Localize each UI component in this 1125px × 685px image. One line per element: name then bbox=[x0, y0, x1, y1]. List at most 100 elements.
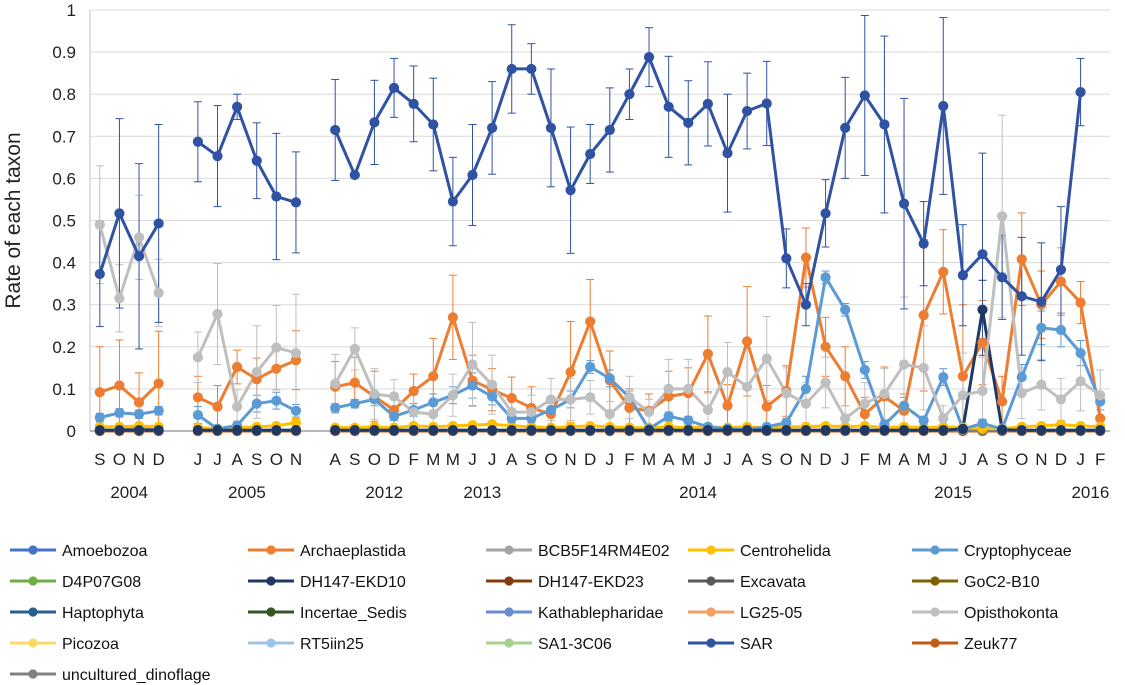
x-tick-label: J bbox=[704, 450, 713, 469]
opisthokonta-point bbox=[585, 392, 596, 403]
opisthokonta-point bbox=[153, 287, 164, 299]
legend-label: Incertae_Sedis bbox=[300, 605, 407, 622]
x-tick-label: N bbox=[133, 450, 145, 469]
y-axis-label: Rate of each taxon bbox=[2, 132, 25, 308]
year-label: 2015 bbox=[934, 483, 972, 502]
x-tick-label: O bbox=[368, 450, 381, 469]
dh147-ekd10-point bbox=[761, 425, 772, 436]
opisthokonta-point bbox=[506, 406, 517, 418]
dh147-ekd10-point bbox=[467, 425, 478, 436]
sar-point bbox=[251, 155, 262, 166]
year-label: 2013 bbox=[463, 483, 501, 502]
dh147-ekd10-point bbox=[1055, 425, 1067, 436]
cryptophyceae-point bbox=[977, 418, 988, 429]
legend-item-kathablepharidae: Kathablepharidae bbox=[486, 605, 664, 622]
x-tick-label: M bbox=[446, 450, 460, 469]
opisthokonta-point bbox=[408, 406, 419, 418]
opisthokonta-point bbox=[1016, 388, 1027, 399]
series-markers bbox=[94, 52, 1106, 437]
legend-item-amoebozoa: Amoebozoa bbox=[10, 543, 147, 560]
archaeplastida-point bbox=[624, 402, 635, 413]
legend-swatch-marker bbox=[930, 545, 940, 555]
x-tick-label: F bbox=[1095, 450, 1105, 469]
sar-point bbox=[643, 52, 655, 63]
sar-point bbox=[742, 105, 753, 117]
x-tick-label: D bbox=[388, 450, 400, 469]
legend-swatch-marker bbox=[504, 607, 514, 617]
y-tick-labels: 0 0.1 0.2 0.3 0.4 0.5 0.6 0.7 0.8 0.9 1 bbox=[52, 1, 76, 441]
dh147-ekd10-point bbox=[545, 425, 557, 436]
archaeplastida-point bbox=[761, 401, 772, 412]
dh147-ekd10-point bbox=[428, 425, 439, 436]
legend-item-centrohelida: Centrohelida bbox=[688, 543, 831, 560]
legend-swatch-marker bbox=[504, 576, 514, 586]
opisthokonta-point bbox=[330, 378, 341, 389]
archaeplastida-point bbox=[428, 371, 439, 382]
legend-swatch-marker bbox=[28, 669, 38, 679]
legend-swatch-marker bbox=[266, 607, 276, 617]
x-tick-label: A bbox=[330, 450, 342, 469]
y-tick-label: 0.5 bbox=[52, 212, 76, 231]
y-tick-label: 0 bbox=[67, 422, 76, 441]
dh147-ekd10-point bbox=[859, 425, 870, 436]
dh147-ekd10-point bbox=[800, 425, 812, 436]
opisthokonta-point bbox=[820, 377, 831, 388]
dh147-ekd10-point bbox=[388, 425, 400, 436]
sar-point bbox=[1075, 86, 1086, 98]
sar-point bbox=[271, 191, 282, 202]
opisthokonta-point bbox=[1036, 379, 1047, 390]
dh147-ekd10-point bbox=[369, 425, 380, 436]
legend-label: GoC2-B10 bbox=[964, 574, 1040, 591]
sar-point bbox=[1055, 264, 1067, 275]
legend-swatch-marker bbox=[706, 607, 716, 617]
legend-item-archaeplastida: Archaeplastida bbox=[248, 543, 406, 560]
cryptophyceae-point bbox=[251, 398, 262, 409]
archaeplastida-point bbox=[702, 348, 713, 360]
dh147-ekd10-point bbox=[133, 425, 145, 436]
y-tick-label: 0.8 bbox=[52, 85, 76, 104]
sar-point bbox=[153, 218, 164, 229]
sar-point bbox=[467, 169, 478, 181]
y-tick-label: 0.3 bbox=[52, 296, 76, 315]
dh147-ekd10-point bbox=[1036, 425, 1047, 436]
archaeplastida-point bbox=[232, 361, 243, 373]
dh147-ekd10-point bbox=[1095, 425, 1106, 436]
dh147-ekd10-point bbox=[153, 425, 164, 436]
x-tick-label: J bbox=[959, 450, 968, 469]
x-tick-label: J bbox=[841, 450, 850, 469]
dh147-ekd10-point bbox=[604, 425, 615, 436]
sar-point bbox=[663, 101, 674, 112]
dh147-ekd10-point bbox=[447, 425, 458, 436]
cryptophyceae-point bbox=[800, 383, 812, 394]
y-tick-label: 1 bbox=[67, 1, 76, 20]
opisthokonta-point bbox=[290, 348, 302, 359]
sar-point bbox=[683, 117, 694, 128]
dh147-ekd10-point bbox=[997, 424, 1008, 435]
cryptophyceae-point bbox=[663, 411, 674, 422]
x-tick-label: F bbox=[624, 450, 634, 469]
opisthokonta-point bbox=[1075, 376, 1086, 387]
opisthokonta-point bbox=[388, 391, 400, 402]
cryptophyceae-point bbox=[94, 412, 105, 423]
legend-label: DH147-EKD23 bbox=[538, 574, 644, 591]
sar-point bbox=[957, 270, 968, 281]
x-tick-label: J bbox=[606, 450, 615, 469]
dh147-ekd10-point bbox=[232, 425, 243, 436]
cryptophyceae-point bbox=[114, 407, 125, 418]
sar-point bbox=[859, 90, 870, 101]
dh147-ekd10-point bbox=[1075, 425, 1086, 436]
opisthokonta-point bbox=[133, 232, 145, 243]
opisthokonta-point bbox=[742, 381, 753, 392]
dh147-ekd10-point bbox=[683, 425, 694, 436]
opisthokonta-point bbox=[604, 409, 615, 420]
legend-item-haptophyta: Haptophyta bbox=[10, 605, 144, 622]
cryptophyceae-point bbox=[820, 272, 831, 283]
dh147-ekd10-point bbox=[820, 425, 831, 436]
cryptophyceae-point bbox=[898, 400, 910, 411]
legend-label: Amoebozoa bbox=[62, 543, 147, 560]
legend-item-sar: SAR bbox=[688, 636, 773, 653]
x-tick-label: J bbox=[1076, 450, 1085, 469]
x-tick-label: O bbox=[544, 450, 557, 469]
opisthokonta-point bbox=[447, 390, 458, 401]
sar-point bbox=[388, 82, 400, 93]
